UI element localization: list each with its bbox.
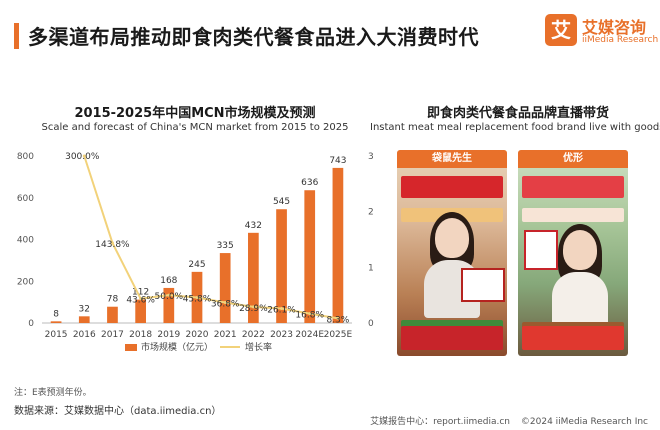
bar-value-label: 32 xyxy=(79,304,90,314)
logo-name-en: iiMedia Research xyxy=(582,35,659,45)
bar-value-label: 168 xyxy=(160,276,177,286)
bar xyxy=(135,299,146,323)
bar xyxy=(332,167,344,323)
bar xyxy=(78,316,90,323)
growth-rate-label: 28.9% xyxy=(239,304,268,314)
growth-rate-point xyxy=(280,306,284,310)
growth-rate-point xyxy=(223,301,227,305)
growth-rate-label: 8.3% xyxy=(326,315,349,325)
product-sign-icon xyxy=(524,230,558,270)
host-body-icon xyxy=(552,272,608,330)
live-stream-card-1[interactable]: 袋鼠先生 xyxy=(397,150,507,356)
x-tick-label: 2022 xyxy=(242,330,265,340)
logo-name-cn: 艾媒咨询 xyxy=(582,18,647,37)
bar xyxy=(107,306,118,323)
bar xyxy=(163,287,175,323)
y-right-tick-label: 3 xyxy=(368,152,374,162)
x-tick-label: 2025E xyxy=(324,330,353,340)
live-panel-title: 即食肉类代餐食品品牌直播带货 xyxy=(426,106,609,121)
x-tick-label: 2017 xyxy=(101,330,124,340)
x-tick-label: 2018 xyxy=(129,330,152,340)
growth-rate-label: 45.8% xyxy=(183,295,212,305)
footer-credits: 艾媒报告中心：report.iimedia.cn ©2024 iiMedia R… xyxy=(362,414,648,427)
x-tick-label: 2021 xyxy=(214,330,237,340)
bar-value-label: 78 xyxy=(107,295,119,305)
host-face-icon xyxy=(563,230,597,270)
y-left-tick-label: 600 xyxy=(17,194,34,204)
y-left-tick-label: 0 xyxy=(28,319,34,329)
bar xyxy=(304,190,316,323)
bar-value-label: 8 xyxy=(53,309,59,319)
growth-rate-point xyxy=(139,297,143,301)
bar xyxy=(276,209,287,323)
bar xyxy=(50,321,62,323)
growth-rate-point xyxy=(251,305,255,309)
brand-logo[interactable]: 艾 艾媒咨询 iiMedia Research xyxy=(545,14,659,58)
chart-subtitle: Scale and forecast of China's MCN market… xyxy=(41,122,349,133)
product-sign-icon xyxy=(461,268,505,302)
logo-mark-icon: 艾 xyxy=(545,14,577,46)
product-shelf-icon xyxy=(522,208,624,222)
y-left-tick-label: 800 xyxy=(17,152,34,162)
x-tick-label: 2023 xyxy=(270,330,293,340)
y-left-tick-label: 400 xyxy=(17,236,34,246)
copyright: ©2024 iiMedia Research Inc xyxy=(520,417,648,427)
bar xyxy=(219,253,231,323)
bar-value-label: 743 xyxy=(329,156,346,166)
bar-value-label: 545 xyxy=(273,197,290,207)
growth-rate-point xyxy=(167,293,171,297)
growth-rate-point xyxy=(82,154,86,158)
data-source: 数据来源：艾媒数据中心（data.iimedia.cn） xyxy=(14,406,222,417)
growth-rate-point xyxy=(336,316,340,320)
live-panel-subtitle: Instant meat meal replacement food brand… xyxy=(370,122,660,133)
growth-rate-point xyxy=(308,312,312,316)
y-right-tick-label: 1 xyxy=(368,263,374,273)
growth-rate-point xyxy=(110,241,114,245)
x-tick-label: 2019 xyxy=(157,330,180,340)
growth-rate-label: 143.8% xyxy=(95,240,130,250)
promo-footer-icon xyxy=(522,326,624,350)
x-tick-label: 2015 xyxy=(45,330,68,340)
bar-value-label: 335 xyxy=(217,241,234,251)
growth-rate-point xyxy=(195,296,199,300)
live-stream-card-2[interactable]: 优形 xyxy=(518,150,628,356)
growth-rate-label: 50.0% xyxy=(155,292,184,302)
growth-rate-label: 16.8% xyxy=(295,311,324,321)
promo-footer-icon xyxy=(401,326,503,350)
host-face-icon xyxy=(435,218,469,258)
bar-value-label: 245 xyxy=(188,260,205,270)
title-accent-bar xyxy=(14,23,19,49)
chart-title: 2015-2025年中国MCN市场规模及预测 xyxy=(74,106,316,121)
growth-rate-label: 36.8% xyxy=(211,300,240,310)
growth-rate-label: 43.6% xyxy=(126,296,155,306)
growth-rate-line xyxy=(83,155,339,320)
legend-bar-swatch xyxy=(125,344,137,351)
bar-value-label: 636 xyxy=(301,178,318,188)
report-center-link[interactable]: 艾媒报告中心：report.iimedia.cn xyxy=(370,417,511,427)
mcn-market-chart: 0 200 400 600 800 0 1 2 3 8 32 78 112 168 245 335 432 545… xyxy=(17,152,374,353)
x-tick-label: 2024E xyxy=(295,330,324,340)
bar-value-label: 432 xyxy=(245,221,262,231)
y-right-tick-label: 2 xyxy=(368,208,374,218)
legend-bar-label: 市场规模（亿元） xyxy=(141,341,213,353)
x-tick-label: 2016 xyxy=(73,330,96,340)
card-label: 袋鼠先生 xyxy=(397,150,507,168)
promo-banner-icon xyxy=(401,176,503,198)
legend-line-label: 增长率 xyxy=(245,341,272,353)
bar-value-label: 112 xyxy=(132,288,149,298)
bar xyxy=(248,232,259,323)
y-left-tick-label: 200 xyxy=(17,277,34,287)
growth-rate-label: 26.1% xyxy=(267,305,296,315)
y-right-tick-label: 0 xyxy=(368,319,374,329)
x-tick-label: 2020 xyxy=(186,330,209,340)
page-title: 多渠道布局推动即食肉类代餐食品进入大消费时代 xyxy=(28,25,479,49)
card-label: 优形 xyxy=(518,150,628,168)
footnote: 注：E表预测年份。 xyxy=(14,388,92,398)
promo-banner-icon xyxy=(522,176,624,198)
growth-rate-label: 300.0% xyxy=(65,152,100,162)
